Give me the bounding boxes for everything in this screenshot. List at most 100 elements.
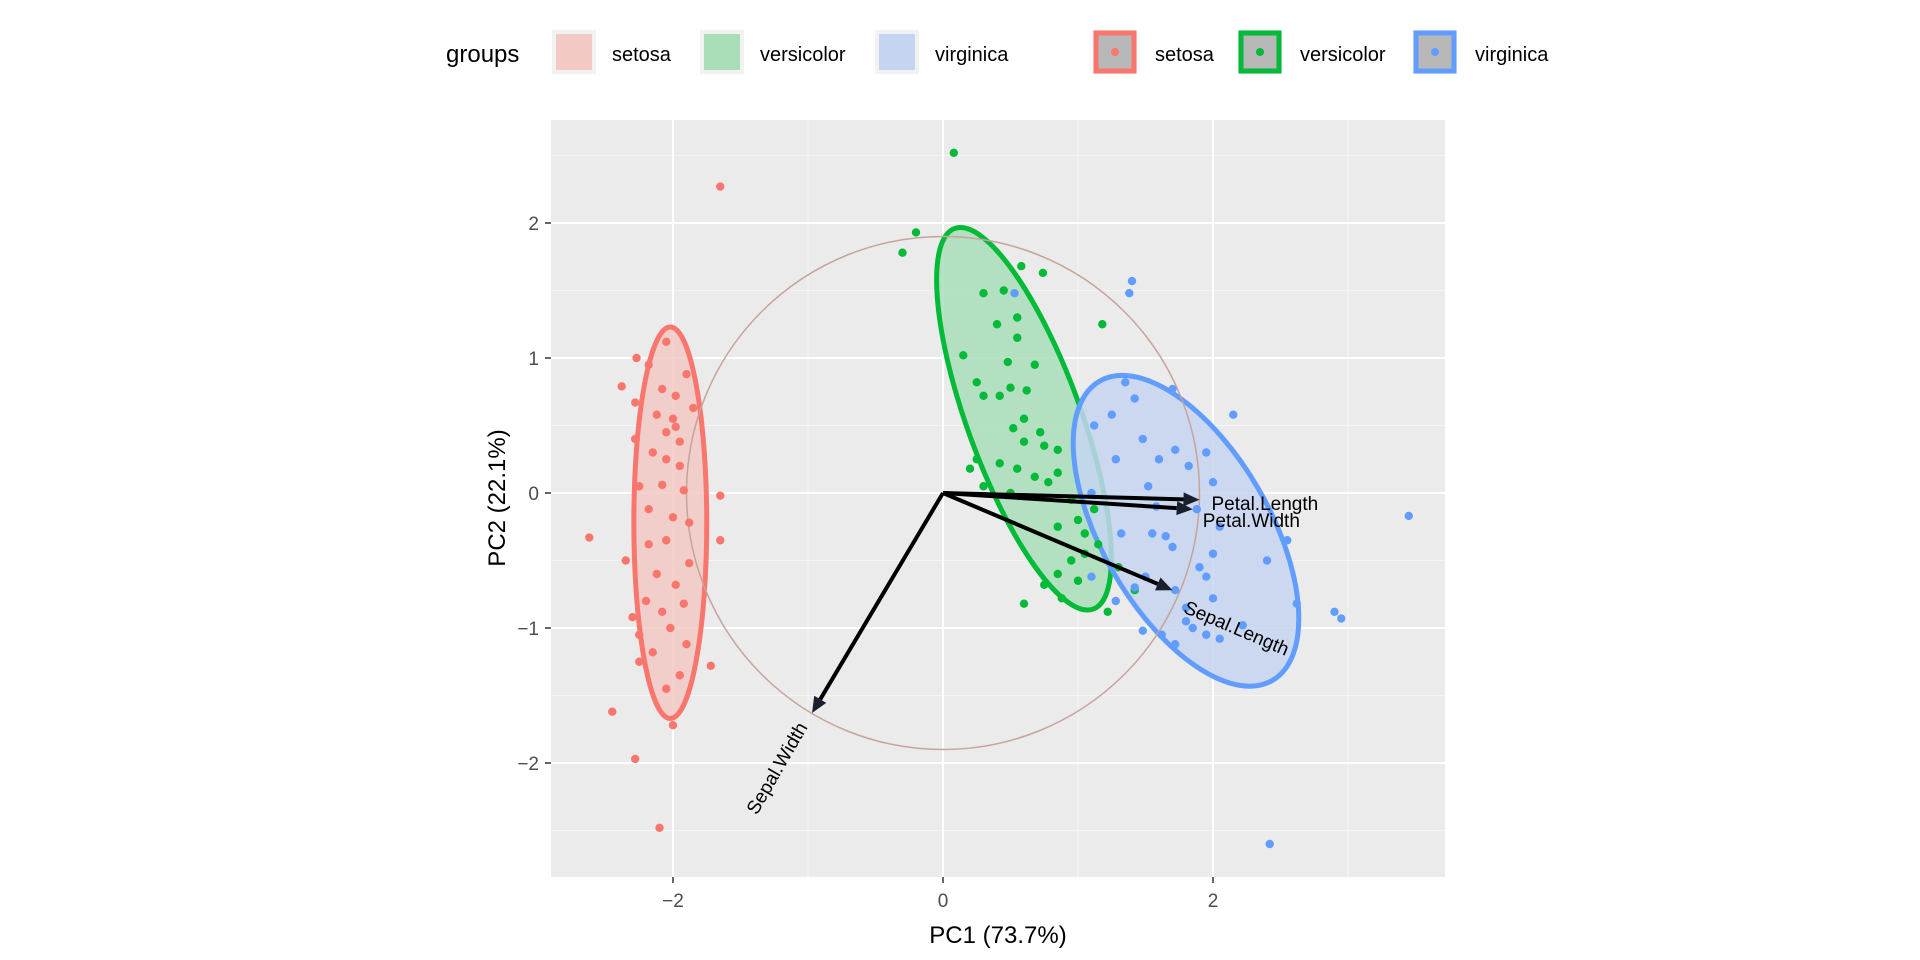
point-versicolor bbox=[1057, 594, 1067, 603]
point-versicolor bbox=[949, 148, 958, 157]
legend-fill-label: virginica bbox=[935, 44, 1009, 66]
point-versicolor bbox=[1080, 529, 1089, 538]
point-setosa bbox=[671, 391, 680, 400]
ellipse-virginica bbox=[1070, 372, 1302, 689]
legend-color-key-versicolor bbox=[1238, 30, 1282, 74]
point-virginica bbox=[1138, 626, 1148, 635]
point-setosa bbox=[648, 648, 657, 657]
point-virginica bbox=[1127, 276, 1137, 286]
y-tick-label: 0 bbox=[528, 484, 539, 505]
point-setosa bbox=[658, 384, 667, 394]
point-virginica bbox=[1087, 572, 1096, 581]
arrowhead-Sepal.Length bbox=[1155, 577, 1173, 591]
point-setosa bbox=[662, 428, 671, 437]
point-virginica bbox=[1215, 522, 1224, 531]
point-virginica bbox=[1208, 594, 1218, 603]
y-tick-label: −2 bbox=[517, 754, 539, 775]
point-versicolor bbox=[1036, 428, 1045, 437]
point-setosa bbox=[662, 455, 671, 464]
point-versicolor bbox=[1022, 386, 1031, 395]
point-setosa bbox=[706, 661, 715, 670]
point-setosa bbox=[608, 707, 617, 716]
point-setosa bbox=[585, 533, 594, 542]
point-versicolor bbox=[898, 248, 907, 257]
point-versicolor bbox=[911, 228, 921, 237]
point-setosa bbox=[668, 414, 678, 423]
point-setosa bbox=[668, 513, 678, 522]
point-setosa bbox=[716, 491, 725, 500]
point-versicolor bbox=[1030, 472, 1040, 481]
point-virginica bbox=[1148, 529, 1157, 538]
legend-title: groups bbox=[446, 41, 519, 68]
x-tick-label: −2 bbox=[662, 891, 684, 912]
point-virginica bbox=[1117, 529, 1126, 538]
point-versicolor bbox=[1103, 607, 1112, 616]
point-virginica bbox=[1184, 461, 1193, 471]
point-setosa bbox=[675, 461, 684, 471]
point-virginica bbox=[1229, 410, 1238, 419]
point-versicolor bbox=[1053, 445, 1062, 454]
point-virginica bbox=[1125, 289, 1134, 298]
point-versicolor bbox=[1053, 569, 1062, 579]
point-versicolor bbox=[1013, 333, 1022, 342]
point-versicolor bbox=[959, 351, 968, 360]
point-setosa bbox=[682, 640, 691, 649]
point-setosa bbox=[666, 623, 675, 633]
y-axis-ticks: −2 −1 0 1 2 bbox=[517, 214, 551, 775]
legend-color-label: setosa bbox=[1155, 44, 1215, 66]
point-virginica bbox=[1202, 630, 1211, 639]
point-versicolor bbox=[1030, 360, 1040, 369]
point-versicolor bbox=[1003, 357, 1012, 367]
legend-fill-key-virginica bbox=[879, 34, 915, 70]
point-versicolor bbox=[1019, 437, 1029, 446]
x-axis-title: PC1 (73.7%) bbox=[929, 922, 1066, 949]
point-versicolor bbox=[972, 378, 981, 387]
legend-point-key-setosa bbox=[1111, 48, 1119, 56]
point-versicolor bbox=[1038, 268, 1048, 278]
point-virginica bbox=[1208, 549, 1218, 558]
point-setosa bbox=[671, 580, 680, 589]
x-tick-label: 2 bbox=[1208, 891, 1219, 912]
point-versicolor bbox=[1009, 424, 1018, 433]
point-virginica bbox=[1157, 630, 1166, 639]
point-virginica bbox=[1202, 448, 1211, 457]
ellipse-setosa bbox=[631, 324, 710, 721]
point-setosa bbox=[685, 518, 694, 527]
point-virginica bbox=[1181, 617, 1191, 626]
point-setosa bbox=[675, 437, 684, 446]
point-virginica bbox=[1195, 563, 1204, 572]
point-setosa bbox=[628, 613, 637, 622]
point-setosa bbox=[617, 382, 626, 391]
point-virginica bbox=[1171, 640, 1180, 649]
y-tick-label: 2 bbox=[528, 214, 539, 235]
point-virginica bbox=[1262, 556, 1272, 565]
point-virginica bbox=[1337, 614, 1346, 623]
point-versicolor bbox=[1019, 599, 1029, 608]
point-virginica bbox=[1168, 542, 1177, 552]
point-setosa bbox=[679, 486, 688, 495]
point-versicolor bbox=[1017, 262, 1026, 271]
point-setosa bbox=[644, 360, 653, 369]
point-virginica bbox=[1144, 482, 1153, 491]
point-virginica bbox=[1010, 289, 1019, 298]
point-setosa bbox=[635, 482, 644, 491]
variable-label: Petal.Length bbox=[1212, 494, 1319, 515]
point-virginica bbox=[1188, 623, 1197, 633]
point-virginica bbox=[1181, 603, 1191, 612]
legend-color-entries: setosa versicolor virginica bbox=[1093, 30, 1549, 74]
legend-color-key-virginica bbox=[1413, 30, 1457, 74]
arrow-Petal.Width bbox=[942, 491, 1177, 511]
point-setosa bbox=[631, 398, 640, 407]
x-tick-label: 0 bbox=[938, 891, 949, 912]
point-setosa bbox=[716, 536, 725, 545]
point-versicolor bbox=[979, 391, 988, 400]
arrow-Sepal.Length bbox=[942, 491, 1159, 586]
point-setosa bbox=[682, 370, 691, 379]
point-setosa bbox=[662, 684, 671, 693]
point-versicolor bbox=[1073, 515, 1083, 525]
arrowhead-Petal.Length bbox=[1183, 492, 1200, 507]
point-versicolor bbox=[1098, 320, 1107, 329]
point-setosa bbox=[631, 754, 640, 764]
point-versicolor bbox=[965, 464, 975, 473]
